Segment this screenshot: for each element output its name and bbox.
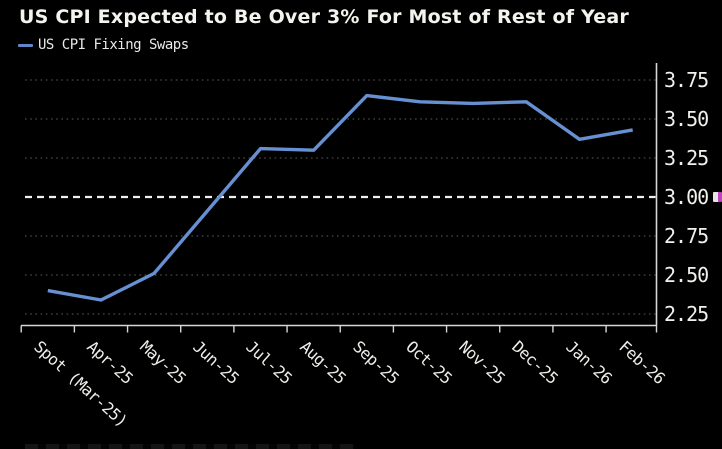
- y-tick-value: 2.50: [664, 263, 709, 287]
- y-tick-label: 2.25: [664, 302, 709, 326]
- y-tick-label: 2.50: [664, 263, 709, 287]
- series-line-swatch-icon: [18, 43, 33, 47]
- y-tick-label: 3.75: [664, 68, 709, 92]
- y-tick-value: 3.75: [664, 68, 709, 92]
- y-tick-value: 3.50: [664, 107, 709, 131]
- y-tick-value: 2.25: [664, 302, 709, 326]
- cropped-footer-text-remnant: [25, 444, 355, 449]
- y-tick-value: 2.75: [664, 224, 709, 248]
- chart-legend: US CPI Fixing Swaps: [18, 37, 189, 53]
- y-tick-value: 3.00: [664, 185, 709, 209]
- cpi-fixing-swaps-line: [47, 93, 633, 302]
- y-tick-label: 3.50: [664, 107, 709, 131]
- y-tick-label: 3.25: [664, 146, 709, 170]
- y-tick-value: 3.25: [664, 146, 709, 170]
- series-legend-label: US CPI Fixing Swaps: [38, 37, 189, 53]
- y-tick-label: 3.00: [664, 186, 722, 208]
- chart-title: US CPI Expected to Be Over 3% For Most o…: [19, 6, 629, 28]
- annotation-flag-icon: [713, 192, 722, 202]
- y-tick-label: 2.75: [664, 224, 709, 248]
